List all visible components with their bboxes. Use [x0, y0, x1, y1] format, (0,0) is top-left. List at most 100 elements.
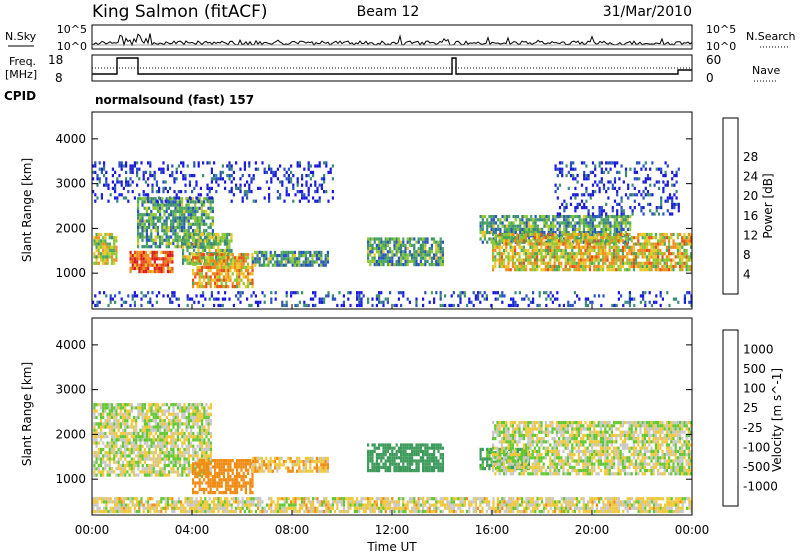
data-cell: [505, 242, 508, 246]
data-cell: [185, 241, 188, 246]
data-cell: [582, 255, 585, 259]
data-cell: [265, 263, 268, 267]
data-cell: [543, 218, 546, 222]
data-cell: [637, 252, 640, 256]
data-cell: [150, 425, 153, 429]
data-cell: [94, 303, 97, 308]
data-cell: [93, 409, 96, 413]
data-cell: [92, 300, 95, 304]
data-cell: [293, 263, 296, 267]
data-cell: [108, 419, 111, 423]
data-cell: [404, 247, 407, 251]
data-cell: [228, 248, 231, 253]
data-cell: [561, 170, 564, 174]
data-cell: [571, 240, 575, 244]
data-cell: [274, 170, 277, 174]
data-cell: [278, 263, 281, 267]
data-cell: [593, 215, 597, 219]
data-cell: [677, 202, 680, 206]
data-cell: [217, 248, 220, 253]
data-cell: [168, 406, 171, 410]
data-cell: [186, 255, 189, 259]
data-cell: [597, 252, 600, 256]
data-cell: [587, 174, 590, 178]
data-cell: [510, 221, 513, 225]
data-cell: [194, 462, 197, 466]
data-cell: [235, 183, 238, 187]
data-cell: [408, 259, 411, 263]
data-cell: [148, 457, 151, 461]
data-cell: [174, 444, 177, 448]
data-cell: [115, 444, 118, 448]
data-cell: [97, 463, 100, 468]
data-cell: [117, 457, 120, 461]
data-cell: [672, 252, 675, 256]
data-cell: [626, 261, 629, 265]
data-cell: [378, 256, 381, 260]
data-cell: [203, 229, 206, 233]
data-cell: [549, 268, 552, 272]
data-cell: [664, 199, 667, 203]
data-cell: [110, 467, 114, 471]
data-cell: [574, 206, 577, 210]
data-cell: [576, 180, 579, 184]
data-cell: [587, 297, 590, 301]
data-cell: [187, 451, 190, 455]
data-cell: [529, 300, 532, 304]
data-cell: [307, 193, 310, 197]
data-cell: [166, 164, 169, 168]
data-cell: [129, 260, 132, 264]
data-cell: [500, 252, 503, 256]
data-cell: [643, 255, 646, 259]
data-cell: [505, 245, 508, 249]
data-cell: [219, 303, 222, 308]
data-cell: [170, 200, 173, 204]
data-cell: [100, 193, 103, 197]
data-cell: [598, 224, 601, 228]
data-cell: [313, 254, 316, 258]
data-cell: [599, 264, 602, 269]
data-cell: [106, 261, 109, 265]
data-cell: [115, 473, 118, 477]
data-cell: [289, 260, 292, 264]
data-cell: [444, 294, 447, 298]
data-cell: [591, 240, 594, 244]
data-cell: [196, 225, 199, 230]
data-cell: [120, 167, 123, 171]
data-cell: [110, 236, 114, 240]
data-cell: [503, 215, 506, 219]
data-cell: [168, 441, 171, 445]
data-cell: [126, 463, 129, 468]
data-cell: [170, 403, 173, 407]
data-cell: [181, 225, 184, 230]
data-cell: [192, 409, 195, 413]
data-cell: [187, 457, 190, 461]
data-cell: [285, 300, 288, 304]
data-cell: [651, 212, 654, 216]
data-cell: [223, 232, 226, 237]
data-cell: [271, 263, 274, 267]
data-cell: [433, 297, 436, 301]
data-cell: [660, 167, 663, 171]
data-cell: [207, 278, 210, 282]
data-cell: [104, 248, 107, 253]
data-cell: [200, 253, 203, 257]
data-cell: [543, 240, 546, 244]
data-cell: [211, 259, 214, 263]
data-cell: [209, 471, 212, 475]
data-cell: [492, 239, 495, 243]
data-cell: [586, 236, 589, 240]
data-cell: [675, 170, 678, 174]
data-cell: [577, 261, 580, 265]
data-cell: [158, 270, 161, 274]
data-cell: [287, 257, 290, 261]
data-cell: [507, 255, 510, 259]
data-cell: [663, 264, 666, 269]
data-cell: [218, 272, 221, 276]
data-cell: [608, 239, 611, 243]
data-cell: [99, 447, 103, 452]
data-cell: [168, 422, 171, 426]
data-cell: [324, 263, 327, 267]
data-cell: [165, 219, 168, 223]
data-cell: [174, 438, 177, 442]
